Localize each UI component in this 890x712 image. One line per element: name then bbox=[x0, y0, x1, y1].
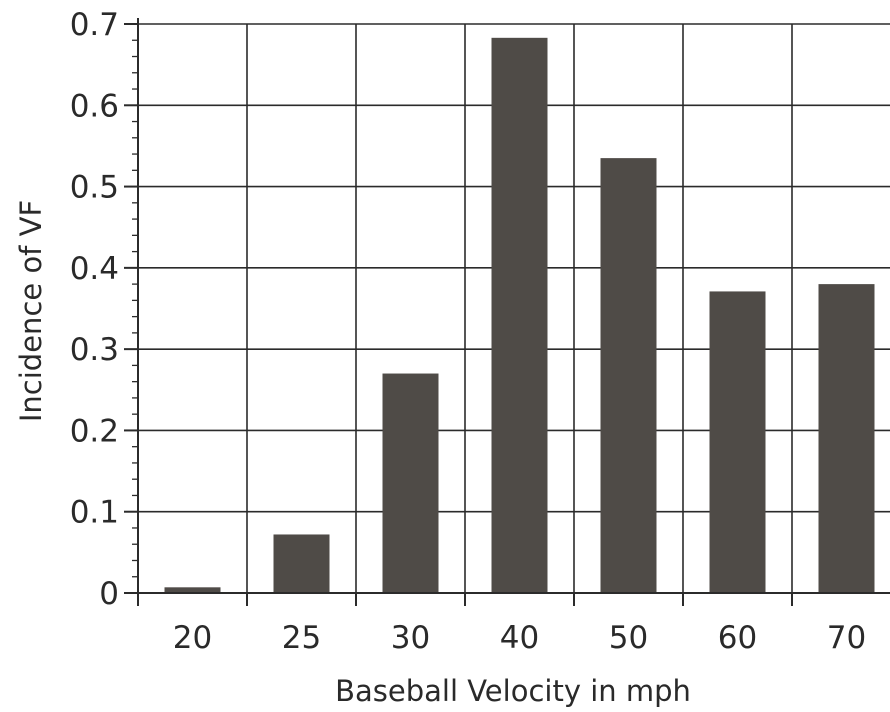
bar-20 bbox=[164, 587, 221, 593]
bar-50 bbox=[600, 158, 657, 593]
y-tick-label: 0.4 bbox=[70, 251, 119, 287]
y-tick-label: 0.2 bbox=[70, 413, 119, 449]
y-tick-label: 0.6 bbox=[70, 88, 119, 124]
y-tick-label: 0.1 bbox=[70, 495, 119, 531]
y-tick-label: 0.3 bbox=[70, 332, 119, 368]
x-tick-label: 60 bbox=[718, 620, 757, 656]
axes bbox=[124, 18, 890, 606]
bar-25 bbox=[273, 534, 330, 593]
x-tick-labels: 20 25 30 40 50 60 70 bbox=[173, 620, 866, 656]
x-tick-label: 70 bbox=[827, 620, 866, 656]
y-axis-title: Incidence of VF bbox=[14, 200, 48, 422]
x-tick-label: 30 bbox=[391, 620, 430, 656]
x-tick-label: 50 bbox=[609, 620, 648, 656]
bar-60 bbox=[709, 291, 766, 593]
x-tick-label: 20 bbox=[173, 620, 212, 656]
bars bbox=[164, 37, 875, 593]
x-axis-title: Baseball Velocity in mph bbox=[335, 674, 691, 708]
x-tick-label: 25 bbox=[282, 620, 321, 656]
y-tick-label: 0 bbox=[99, 576, 119, 612]
y-tick-label: 0.7 bbox=[70, 7, 119, 43]
y-tick-label: 0.5 bbox=[70, 170, 119, 206]
x-tick-label: 40 bbox=[500, 620, 539, 656]
bar-30 bbox=[382, 373, 439, 593]
bar-40 bbox=[491, 37, 548, 593]
bar-70 bbox=[818, 284, 875, 593]
y-tick-labels: 0 0.1 0.2 0.3 0.4 0.5 0.6 0.7 bbox=[70, 7, 119, 612]
